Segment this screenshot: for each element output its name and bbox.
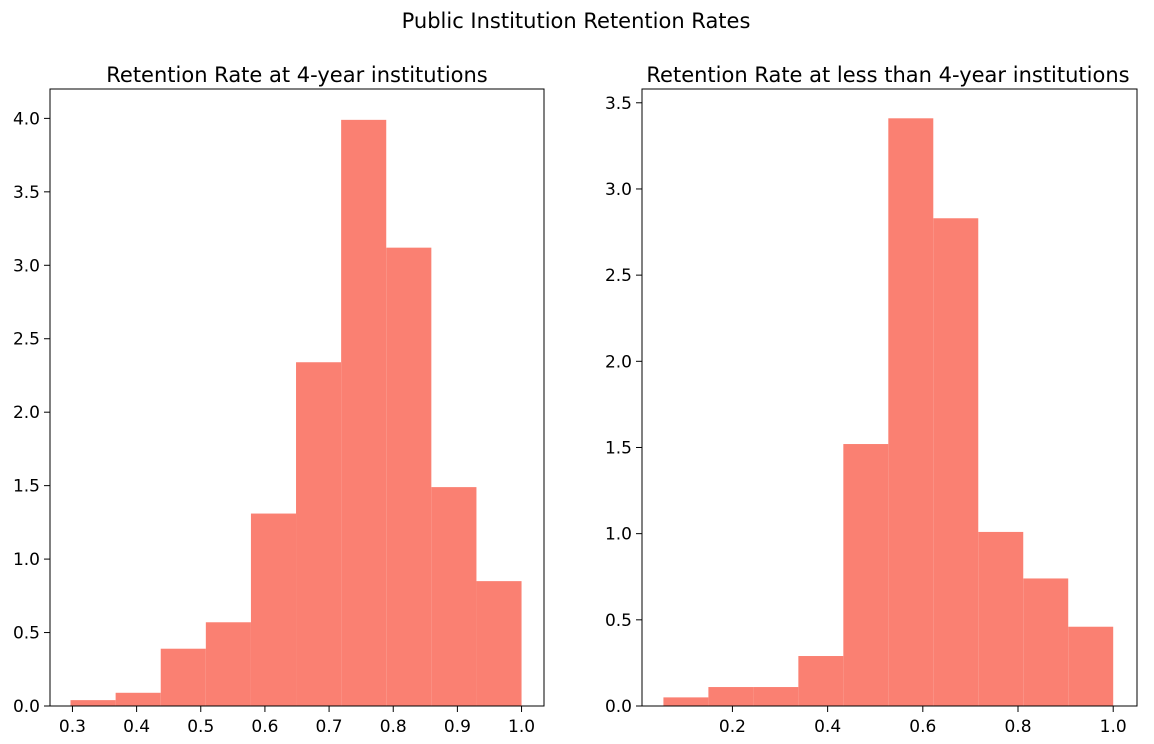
- y-tick-label: 3.0: [605, 180, 632, 200]
- x-tick-label: 0.8: [380, 717, 407, 737]
- y-tick-label: 2.0: [605, 352, 632, 372]
- y-tick-label: 3.5: [13, 183, 40, 203]
- y-tick-label: 0.5: [13, 624, 40, 644]
- histogram-bar-less-than-4-year-6: [933, 218, 979, 707]
- histogram-bar-less-than-4-year-2: [753, 687, 799, 706]
- y-tick-label: 2.5: [13, 330, 40, 350]
- y-tick-label: 1.0: [13, 550, 40, 570]
- plot-frame-4-year: [49, 88, 545, 707]
- histogram-bar-less-than-4-year-8: [1023, 578, 1069, 706]
- y-tick-label: 2.5: [605, 266, 632, 286]
- y-tick-label: 1.5: [605, 438, 632, 458]
- histogram-bar-4-year-1: [115, 692, 161, 706]
- histogram-bar-less-than-4-year-9: [1068, 626, 1114, 706]
- histogram-bar-4-year-3: [205, 622, 251, 706]
- histogram-less-than-4-year: Retention Rate at less than 4-year insti…: [605, 63, 1138, 737]
- x-tick-label: 0.7: [316, 717, 343, 737]
- chart-title-less-than-4-year: Retention Rate at less than 4-year insti…: [646, 63, 1129, 87]
- x-tick-label: 0.4: [123, 717, 150, 737]
- y-tick-label: 0.0: [13, 697, 40, 717]
- x-tick-label: 1.0: [1100, 717, 1127, 737]
- bars-4-year: [70, 119, 522, 707]
- histogram-bar-less-than-4-year-4: [843, 444, 889, 706]
- histogram-bar-4-year-0: [70, 700, 116, 706]
- x-tick-label: 0.6: [251, 717, 278, 737]
- histogram-bar-less-than-4-year-3: [798, 656, 844, 706]
- histogram-4-year: Retention Rate at 4-year institutions 0.…: [13, 63, 545, 737]
- x-tick-label: 0.2: [719, 717, 746, 737]
- y-axis-ticks-4-year: 0.0 0.5 1.0 1.5 2.0 2.5 3.0 3.5 4.0: [13, 109, 50, 717]
- histogram-bar-less-than-4-year-5: [888, 118, 934, 706]
- y-tick-label: 0.5: [605, 611, 632, 631]
- figure-suptitle: Public Institution Retention Rates: [402, 9, 751, 33]
- y-tick-label: 0.0: [605, 697, 632, 717]
- x-tick-label: 0.8: [1004, 717, 1031, 737]
- x-tick-label: 0.9: [444, 717, 471, 737]
- y-tick-label: 3.5: [605, 94, 632, 114]
- bars-less-than-4-year: [663, 118, 1114, 707]
- histogram-bar-4-year-2: [160, 648, 206, 706]
- histogram-bar-4-year-9: [476, 581, 522, 706]
- histogram-bar-less-than-4-year-1: [708, 687, 754, 706]
- x-tick-label: 0.5: [187, 717, 214, 737]
- histogram-bar-less-than-4-year-0: [663, 697, 709, 706]
- x-axis-ticks-less-than-4-year: 0.2 0.4 0.6 0.8 1.0: [719, 706, 1127, 737]
- x-tick-label: 1.0: [508, 717, 535, 737]
- histogram-bar-4-year-4: [250, 513, 297, 706]
- x-axis-ticks-4-year: 0.3 0.4 0.5 0.6 0.7 0.8 0.9 1.0: [59, 706, 535, 737]
- x-tick-label: 0.4: [814, 717, 841, 737]
- plot-frame-less-than-4-year: [641, 88, 1138, 707]
- y-tick-label: 3.0: [13, 256, 40, 276]
- histogram-bar-4-year-7: [386, 247, 432, 706]
- y-axis-ticks-less-than-4-year: 0.0 0.5 1.0 1.5 2.0 2.5 3.0 3.5: [605, 94, 642, 717]
- chart-title-4-year: Retention Rate at 4-year institutions: [106, 63, 488, 87]
- y-tick-label: 4.0: [13, 109, 40, 129]
- histogram-bar-4-year-5: [296, 362, 342, 706]
- y-tick-label: 1.0: [605, 525, 632, 545]
- histogram-bar-4-year-6: [341, 119, 387, 707]
- histogram-bar-less-than-4-year-7: [978, 531, 1024, 706]
- x-tick-label: 0.6: [909, 717, 936, 737]
- x-tick-label: 0.3: [59, 717, 86, 737]
- y-tick-label: 1.5: [13, 477, 40, 497]
- histogram-bar-4-year-8: [431, 487, 477, 706]
- y-tick-label: 2.0: [13, 403, 40, 423]
